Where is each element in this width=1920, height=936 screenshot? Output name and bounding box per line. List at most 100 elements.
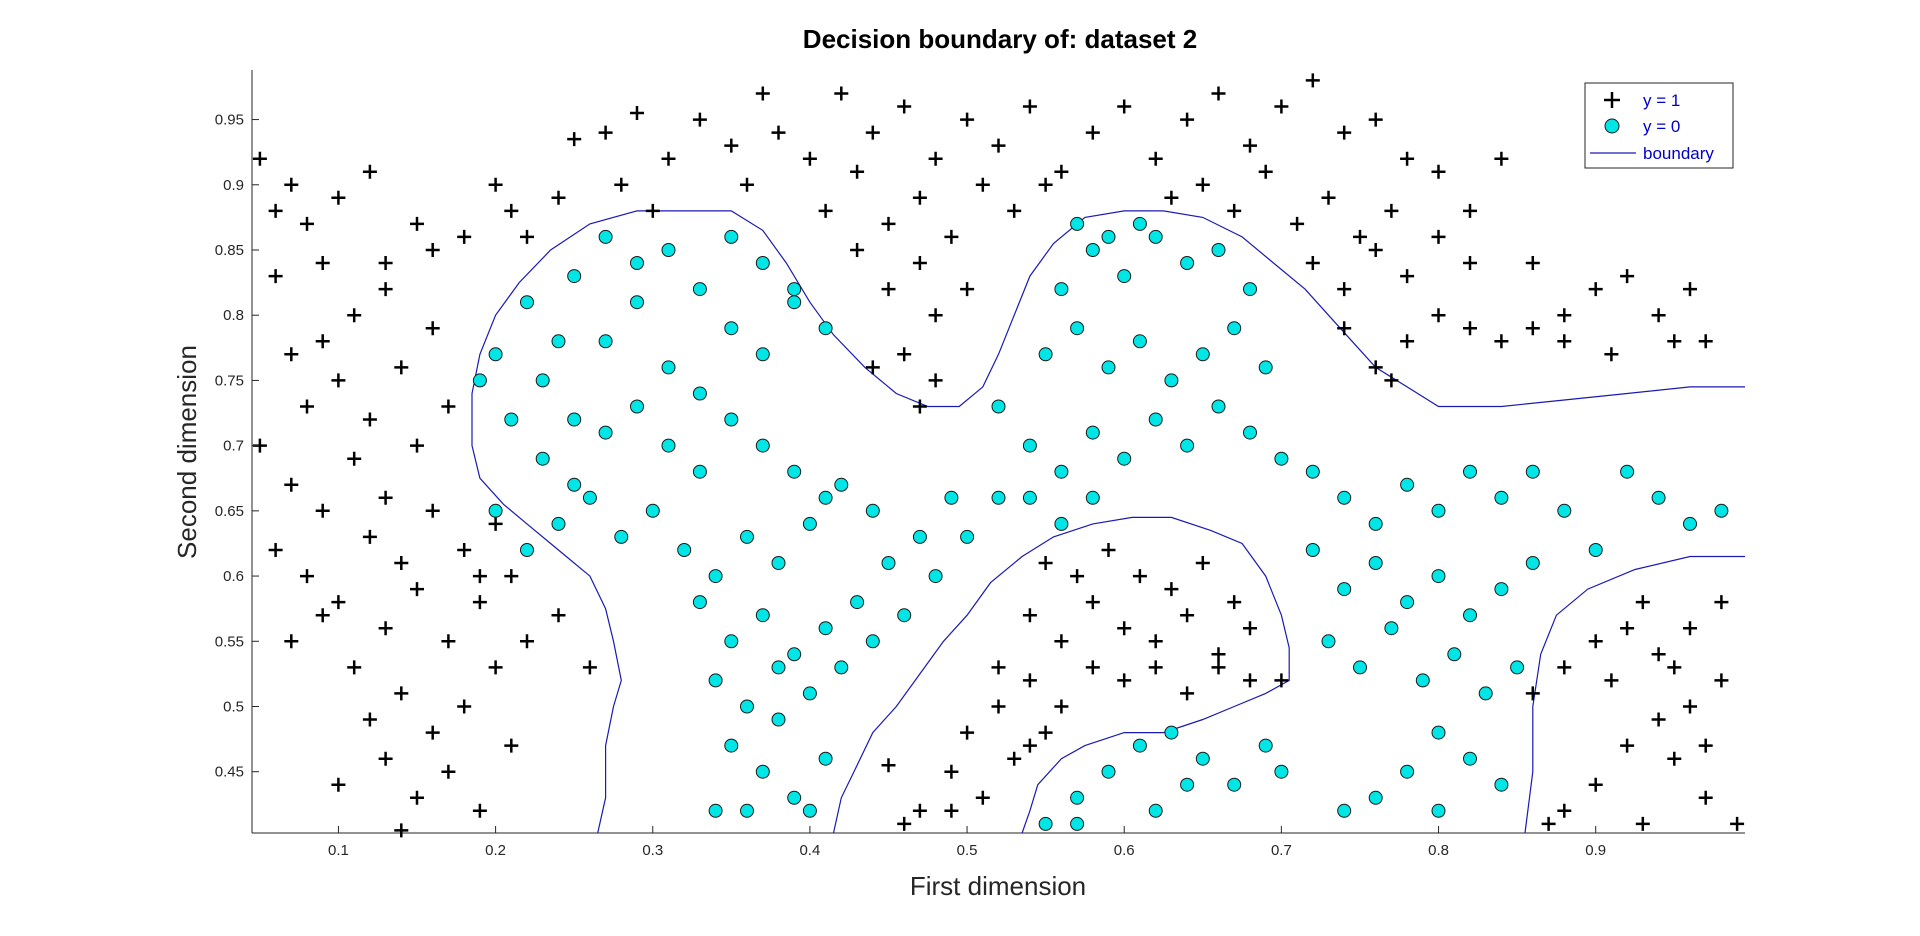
point-y0 <box>1415 673 1430 688</box>
point-y1 <box>1368 112 1383 127</box>
point-y1 <box>1101 543 1116 557</box>
point-y1 <box>1085 125 1100 140</box>
point-y0 <box>1054 464 1069 479</box>
point-y1 <box>1054 634 1069 649</box>
point-y0 <box>708 803 723 818</box>
point-y1 <box>1384 373 1399 388</box>
point-y1 <box>441 634 456 649</box>
point-y1 <box>551 190 566 205</box>
point-y1 <box>1667 751 1682 766</box>
point-y1 <box>457 229 472 244</box>
point-y0 <box>1368 556 1383 570</box>
point-y1 <box>1007 751 1022 766</box>
point-y0 <box>724 738 739 753</box>
point-y1 <box>378 751 393 766</box>
point-y1 <box>1054 699 1069 714</box>
point-y1 <box>1431 229 1446 244</box>
point-y0 <box>567 412 582 427</box>
point-y0 <box>708 673 723 688</box>
point-y1 <box>1321 190 1336 205</box>
point-y1 <box>1132 569 1147 584</box>
point-y1 <box>331 373 346 388</box>
point-y0 <box>520 295 534 310</box>
point-y1 <box>347 451 362 466</box>
point-y0 <box>1227 321 1242 336</box>
point-y1 <box>1227 595 1242 610</box>
x-axis-label: First dimension <box>910 871 1086 901</box>
point-y1 <box>1635 816 1650 831</box>
point-y1 <box>347 660 362 675</box>
point-y1 <box>645 203 660 218</box>
boundary-line <box>1524 555 1745 834</box>
point-y1 <box>1667 660 1682 675</box>
point-y0 <box>787 295 802 310</box>
point-y0 <box>630 295 644 310</box>
point-y0 <box>1180 438 1195 453</box>
point-y1 <box>928 151 943 166</box>
point-y1 <box>1651 308 1666 323</box>
point-y0 <box>1258 738 1273 753</box>
point-y0 <box>740 529 754 544</box>
point-y1 <box>315 256 330 270</box>
point-y0 <box>1101 229 1116 244</box>
point-y0 <box>692 386 707 401</box>
point-y0 <box>834 660 849 675</box>
point-y1 <box>1038 177 1053 192</box>
point-y1 <box>897 347 912 362</box>
point-y0 <box>1651 490 1666 505</box>
point-y1 <box>410 216 424 231</box>
point-y1 <box>1714 673 1729 688</box>
point-y0 <box>488 347 503 362</box>
point-y1 <box>567 132 582 147</box>
legend-label-y0: y = 0 <box>1643 117 1680 136</box>
point-y1 <box>504 738 519 753</box>
point-y0 <box>865 503 880 518</box>
point-y1 <box>1211 660 1226 675</box>
point-y0 <box>818 490 833 505</box>
point-y0 <box>1400 595 1415 610</box>
point-y1 <box>1494 334 1509 349</box>
point-y1 <box>284 347 299 362</box>
point-y0 <box>1494 777 1509 792</box>
point-y1 <box>520 229 534 244</box>
point-y1 <box>834 86 849 101</box>
point-y0 <box>1148 229 1163 244</box>
point-y0 <box>1305 543 1320 557</box>
y-tick-label: 0.8 <box>223 307 244 324</box>
point-y0 <box>1620 464 1635 479</box>
point-y1 <box>520 634 534 649</box>
point-y1 <box>331 595 346 610</box>
point-y1 <box>724 138 739 153</box>
point-y1 <box>692 112 707 127</box>
point-y0 <box>567 477 582 492</box>
point-y0 <box>692 595 707 610</box>
point-y0 <box>692 464 707 479</box>
point-y1 <box>1180 112 1195 127</box>
point-y0 <box>1148 803 1163 818</box>
point-y1 <box>394 556 409 570</box>
point-y1 <box>441 764 456 779</box>
point-y1 <box>284 477 299 492</box>
point-y0 <box>1117 269 1132 284</box>
point-y0 <box>1085 243 1100 257</box>
y-tick-label: 0.95 <box>215 112 244 129</box>
point-y0 <box>1101 764 1116 779</box>
point-y1 <box>1211 647 1226 662</box>
point-y0 <box>724 229 739 244</box>
point-y1 <box>661 151 676 166</box>
point-y1 <box>268 203 283 218</box>
point-y1 <box>1635 595 1650 610</box>
point-y1 <box>1305 73 1320 88</box>
point-y0 <box>1148 412 1163 427</box>
point-y0 <box>1085 425 1100 440</box>
point-y1 <box>1195 177 1210 192</box>
point-y1 <box>284 177 299 192</box>
point-y1 <box>362 412 377 427</box>
point-y1 <box>1384 203 1399 218</box>
y-tick-label: 0.75 <box>215 372 244 389</box>
point-y1 <box>315 503 330 518</box>
point-y0 <box>1384 621 1399 636</box>
x-tick-label: 0.4 <box>799 842 820 859</box>
point-y0 <box>551 334 566 349</box>
